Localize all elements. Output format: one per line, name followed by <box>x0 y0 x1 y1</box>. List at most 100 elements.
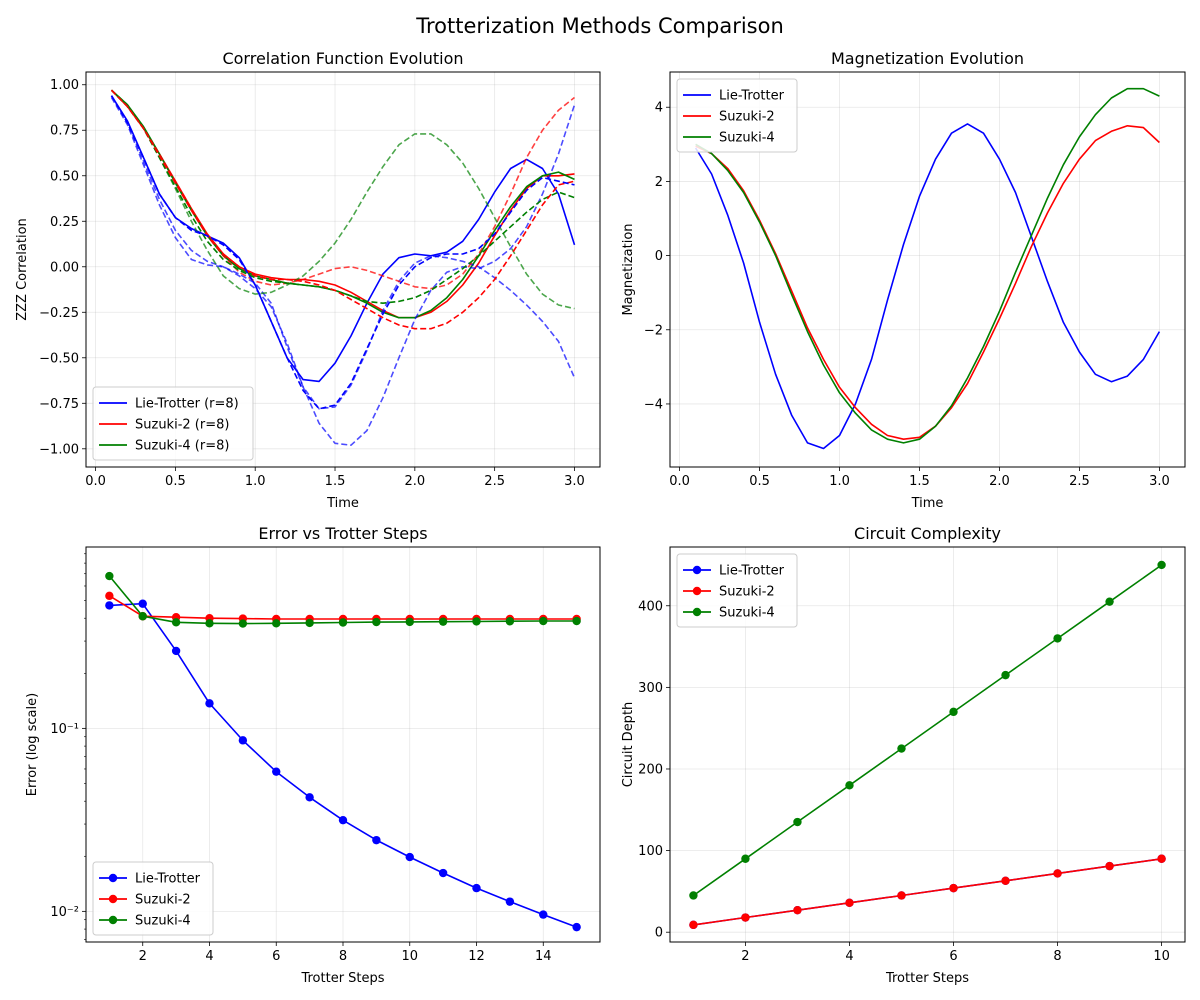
data-point <box>405 617 414 627</box>
data-point <box>272 767 281 776</box>
data-point <box>205 699 214 708</box>
data-point <box>105 571 114 581</box>
tick-label-x: 4 <box>205 949 213 964</box>
data-point <box>845 898 854 908</box>
y-axis-label: ZZZ Correlation <box>15 218 30 321</box>
data-point <box>949 883 958 893</box>
data-point <box>539 910 548 919</box>
tick-label-x: 2.0 <box>404 474 425 489</box>
legend-label: Suzuki-2 <box>719 585 775 600</box>
tick-label-y: 0 <box>655 926 663 941</box>
data-point <box>238 736 248 745</box>
data-point <box>505 617 515 626</box>
tick-label-y: −2 <box>644 323 663 338</box>
data-point <box>741 913 750 922</box>
legend-box <box>676 78 798 153</box>
data-point <box>405 852 414 862</box>
tick-label-y: 1.00 <box>50 78 79 93</box>
series-line-unlabeled-9 <box>110 95 575 410</box>
y-axis-label: Circuit Depth <box>621 702 636 788</box>
data-point <box>1001 670 1010 680</box>
data-point <box>438 868 448 878</box>
data-point <box>1105 861 1114 871</box>
plot-frame <box>85 71 601 468</box>
x-axis-label: Time <box>326 496 359 511</box>
data-point <box>572 922 581 932</box>
chart-3: 2 4 6 8 10 12 14 10⁻² 10⁻¹ Error vs Trotter Steps… <box>25 524 601 986</box>
data-point <box>1053 634 1062 643</box>
legend-label: Suzuki-2 <box>719 110 775 125</box>
legend-label: Lie-Trotter <box>719 89 785 104</box>
data-point <box>1157 560 1166 570</box>
tick-label-x: 3.0 <box>564 474 585 489</box>
legend-marker <box>108 915 118 925</box>
legend: Lie-Trotter (r=8) Suzuki-2 (r=8) Suzuki-4 … <box>92 386 254 461</box>
tick-label-y: 10⁻¹ <box>50 722 79 737</box>
legend-marker <box>692 565 702 575</box>
data-point <box>539 616 548 626</box>
tick-label-y: −0.75 <box>39 397 79 412</box>
series-line-unlabeled-3 <box>110 97 576 410</box>
tick-label-y: 0.75 <box>50 124 79 139</box>
series-line-unlabeled-4 <box>110 95 576 447</box>
plot-frame <box>669 71 1186 468</box>
chart-1: 0.0 0.5 1.0 1.5 2.0 2.5 3.0 −1.00 −0.75 −0.50 −0.2… <box>15 49 601 511</box>
series-line-suzuki-4 <box>695 87 1160 444</box>
tick-label-x: 10 <box>401 949 418 964</box>
series-line-lie-trotter <box>694 123 1161 450</box>
legend-marker <box>108 894 118 904</box>
data-point <box>305 618 314 628</box>
series-line-unlabeled-6 <box>110 89 575 310</box>
data-point <box>897 744 906 753</box>
data-point <box>472 883 481 893</box>
series-line-suzuki-4 <box>692 564 1163 897</box>
data-point <box>338 815 348 825</box>
series-line-suzuki-2 <box>695 125 1160 441</box>
legend-label: Suzuki-4 <box>719 606 775 621</box>
data-point <box>793 905 802 915</box>
tick-label-x: 2.5 <box>484 474 505 489</box>
data-point <box>305 793 314 802</box>
chart-title: Error vs Trotter Steps <box>258 524 427 543</box>
y-axis-label: Magnetization <box>621 223 636 315</box>
tick-label-y: −0.50 <box>39 351 79 366</box>
tick-label-x: 0.5 <box>165 474 186 489</box>
legend-label: Suzuki-2 <box>135 893 191 908</box>
tick-label-x: 0.5 <box>749 474 770 489</box>
data-point <box>372 617 381 627</box>
tick-label-x: 0.0 <box>669 474 690 489</box>
data-point <box>845 781 854 790</box>
tick-label-y: 400 <box>638 599 663 614</box>
legend: Lie-Trotter Suzuki-2 Suzuki-4 <box>676 553 798 628</box>
tick-label-x: 10 <box>1153 949 1170 964</box>
tick-label-y: −4 <box>644 397 663 412</box>
tick-label-y: 10⁻² <box>50 905 79 920</box>
legend-box <box>676 553 798 628</box>
tick-label-x: 12 <box>468 949 485 964</box>
tick-label-y: 100 <box>638 844 663 859</box>
legend-marker <box>692 586 702 596</box>
data-point <box>238 619 248 628</box>
legend-label: Suzuki-4 <box>135 914 191 929</box>
legend-label: Lie-Trotter <box>135 872 201 887</box>
data-point <box>572 616 581 626</box>
legend-label: Suzuki-2 (r=8) <box>135 418 229 433</box>
tick-label-x: 1.0 <box>245 474 266 489</box>
tick-label-x: 2.5 <box>1069 474 1090 489</box>
plot-frame <box>669 546 1186 943</box>
tick-label-y: 0 <box>655 249 663 264</box>
data-point <box>438 617 448 626</box>
tick-label-y: 0.50 <box>50 169 79 184</box>
data-point <box>1105 597 1114 606</box>
data-point <box>138 599 147 608</box>
tick-label-y: 2 <box>655 175 663 190</box>
x-axis-label: Trotter Steps <box>885 971 969 986</box>
chart-2: 0.0 0.5 1.0 1.5 2.0 2.5 3.0 −4 −2 0 2 4 Magnetizatio… <box>621 49 1186 511</box>
data-point <box>505 897 515 906</box>
data-point <box>793 817 802 827</box>
tick-label-x: 2 <box>139 949 147 964</box>
series-line-unlabeled-8 <box>110 89 575 330</box>
tick-label-x: 3.0 <box>1149 474 1170 489</box>
